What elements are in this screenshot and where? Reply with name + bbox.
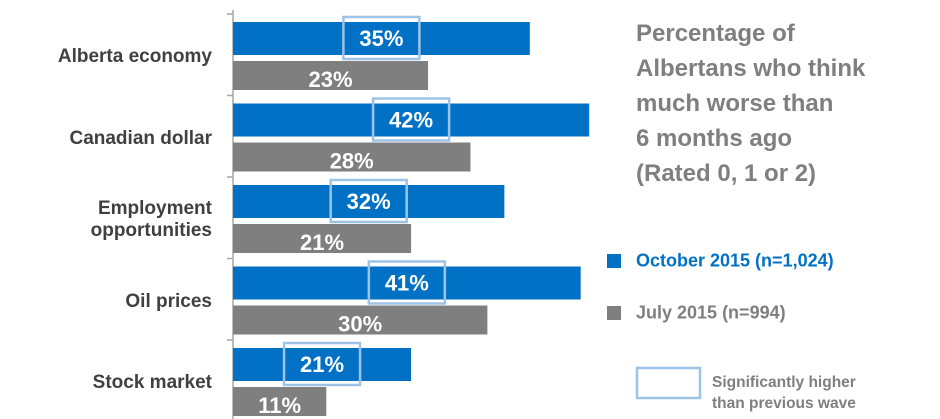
significance-note: Significantly higher than previous wave (712, 374, 856, 412)
bar (233, 266, 581, 300)
bar (233, 142, 471, 172)
value-label: 41% (385, 270, 429, 295)
value-label: 35% (359, 26, 403, 51)
significance-box (329, 178, 408, 224)
chart-title: Percentage of Albertans who think much w… (636, 20, 866, 187)
value-label: 42% (389, 107, 433, 132)
category-label: Stock market (92, 372, 212, 393)
legend-swatch (607, 306, 621, 320)
bar (233, 348, 412, 381)
category-label: Employment opportunities (90, 198, 212, 241)
bar (233, 22, 530, 55)
significance-box (371, 97, 451, 142)
bar (233, 61, 429, 90)
value-label: 11% (258, 393, 301, 418)
value-label: 23% (308, 67, 352, 92)
bar (233, 224, 412, 253)
significance-key (635, 366, 702, 400)
category-label: Alberta economy (57, 46, 212, 67)
significance-box (282, 341, 362, 387)
significance-box (367, 260, 447, 305)
legend-swatch (607, 254, 621, 268)
category-label: Canadian dollar (69, 127, 212, 149)
category-label: Oil prices (125, 290, 212, 312)
bar (233, 387, 327, 416)
value-label: 32% (347, 189, 391, 214)
legend-label: July 2015 (n=994) (636, 302, 786, 323)
value-label: 30% (338, 311, 382, 336)
value-label: 21% (300, 230, 344, 255)
legend-label: October 2015 (n=1,024) (636, 250, 834, 271)
bar (233, 185, 505, 218)
significance-box (342, 15, 421, 61)
bar (233, 305, 488, 335)
value-label: 21% (300, 352, 344, 377)
bar (233, 103, 590, 137)
value-label: 28% (330, 148, 374, 173)
